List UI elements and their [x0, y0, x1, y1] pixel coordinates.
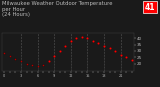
- Text: 41: 41: [145, 3, 155, 12]
- Text: Milwaukee Weather Outdoor Temperature
per Hour
(24 Hours): Milwaukee Weather Outdoor Temperature pe…: [2, 1, 112, 17]
